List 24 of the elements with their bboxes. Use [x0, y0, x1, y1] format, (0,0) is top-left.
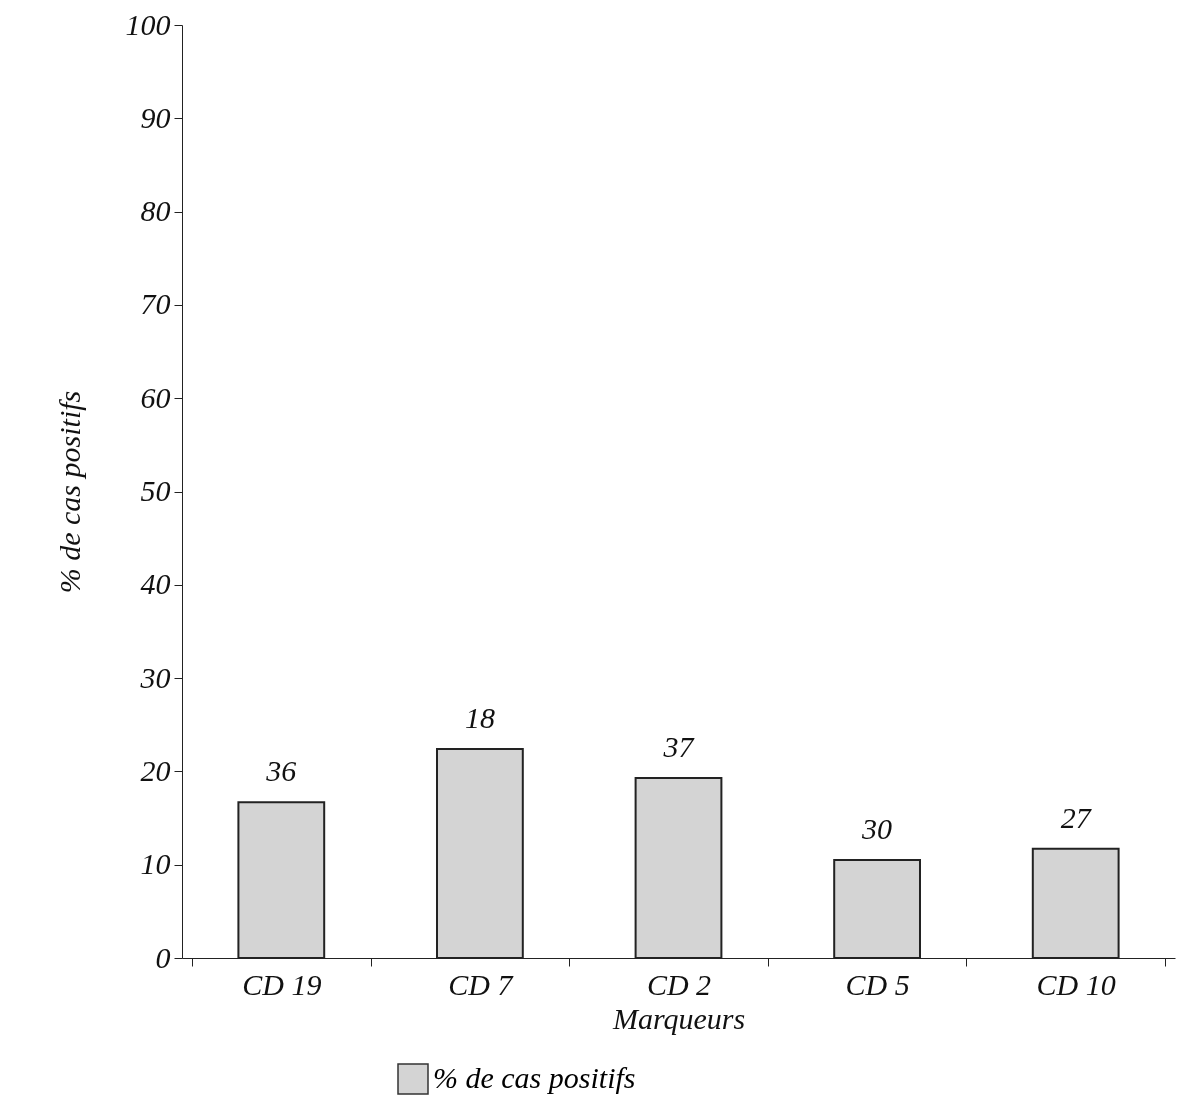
y-tick-label: 80 [140, 194, 171, 228]
x-tick-label: CD 10 [1036, 967, 1116, 1001]
y-tick-label: 70 [140, 287, 171, 321]
y-tick-label: 100 [125, 7, 171, 41]
annotation: 37 [662, 729, 696, 763]
x-tick-label: CD 2 [646, 967, 712, 1001]
annotation: 27 [1060, 800, 1093, 834]
y-tick-label: 30 [139, 660, 171, 694]
y-tick-label: 60 [140, 380, 171, 414]
x-tick-label: CD 7 [448, 967, 515, 1001]
x-tick-label: CD 5 [845, 967, 910, 1001]
annotation: 30 [861, 812, 893, 846]
y-tick-label: 0 [155, 940, 171, 974]
x-tick-label: CD 19 [242, 967, 322, 1001]
y-tick-label: 10 [140, 847, 171, 881]
y-tick-label: 90 [140, 100, 171, 134]
x-axis-title: Marqueurs [611, 1001, 746, 1035]
legend-label: % de cas positifs [433, 1061, 636, 1094]
y-tick-label: 20 [140, 753, 171, 787]
y-tick-label: 50 [140, 474, 171, 507]
y-axis-title: % de cas positifs [52, 390, 86, 594]
annotation: 36 [265, 754, 297, 788]
annotation: 18 [464, 701, 495, 735]
y-tick-label: 40 [140, 567, 171, 601]
